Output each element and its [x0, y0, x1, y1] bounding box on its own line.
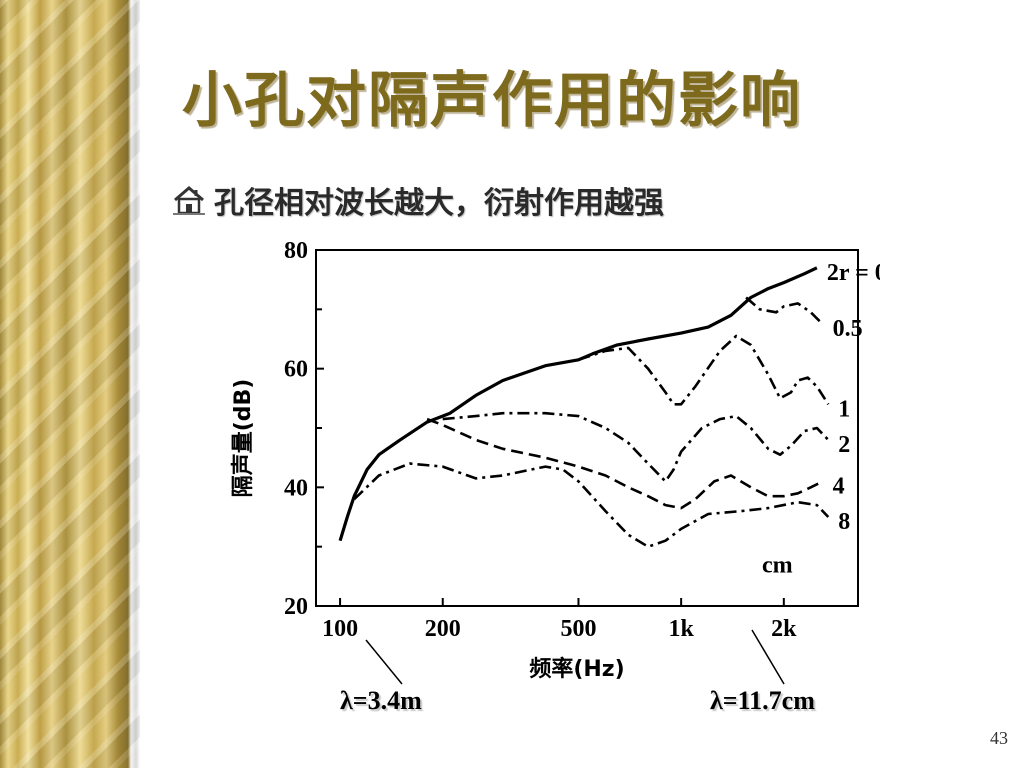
x-tick-label: 200 [425, 616, 461, 642]
slide-title: 小孔对隔声作用的影响 [182, 66, 802, 136]
x-tick-label: 2k [771, 616, 797, 642]
sound-insulation-chart: 20 40 60 80 100 200 500 1k 2k 频率(Hz) 隔声量(dB) 2r = … [231, 238, 880, 682]
decorative-pillar [0, 0, 140, 768]
series-line-4 [426, 417, 824, 510]
series-line-0_5 [745, 296, 824, 326]
series-label: 1 [838, 396, 850, 422]
x-tick-label: 500 [560, 616, 596, 642]
y-tick-label: 80 [284, 238, 308, 264]
house-icon [173, 186, 205, 215]
y-axis-label: 隔声量(dB) [231, 379, 256, 498]
series-label: 8 [838, 509, 850, 535]
y-tick-label: 60 [284, 357, 308, 383]
series-line-1 [578, 334, 830, 406]
wavelength-annotation-high: λ=11.7cm [710, 686, 815, 715]
series-line-2 [442, 411, 830, 483]
series-label: 2r = 0 [827, 260, 880, 286]
series-label: 2 [838, 432, 850, 458]
unit-label: cm [762, 552, 793, 578]
series-label: 4 [833, 473, 845, 499]
y-tick-label: 20 [284, 594, 308, 620]
wavelength-annotation-low: λ=3.4m [340, 686, 422, 715]
y-tick-label: 40 [284, 475, 308, 501]
x-tick-label: 1k [668, 616, 694, 642]
bullet-point: 孔径相对波长越大，衍射作用越强 [172, 178, 664, 222]
series-label: 0.5 [833, 316, 863, 342]
series-line-2r0 [338, 266, 818, 542]
bullet-text: 孔径相对波长越大，衍射作用越强 [214, 186, 664, 221]
series-line-8 [353, 462, 830, 548]
page-number: 43 [990, 728, 1008, 748]
x-tick-label: 100 [322, 616, 358, 642]
x-axis-label: 频率(Hz) [529, 656, 624, 682]
